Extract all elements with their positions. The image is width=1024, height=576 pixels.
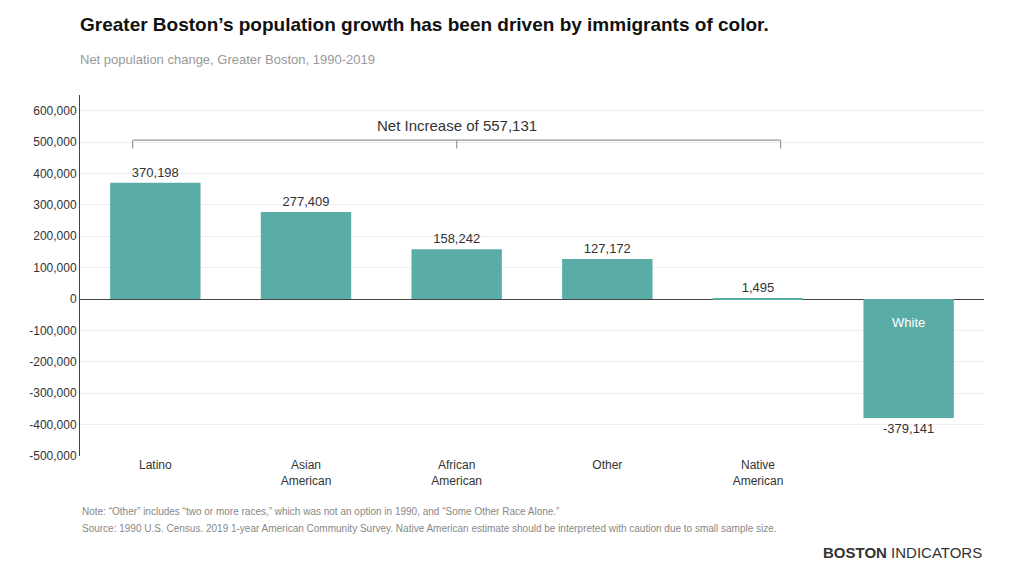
svg-text:Net Increase of 557,131: Net Increase of 557,131 xyxy=(377,117,537,134)
svg-text:500,000: 500,000 xyxy=(33,135,77,149)
svg-text:-200,000: -200,000 xyxy=(29,355,77,369)
svg-text:Latino: Latino xyxy=(139,458,172,472)
svg-text:AsianAmerican: AsianAmerican xyxy=(281,458,332,488)
svg-text:Net population change, Greater: Net population change, Greater Boston, 1… xyxy=(80,52,375,67)
svg-text:Greater Boston’s population gr: Greater Boston’s population growth has b… xyxy=(80,14,769,35)
svg-text:100,000: 100,000 xyxy=(33,261,77,275)
svg-text:-400,000: -400,000 xyxy=(29,418,77,432)
svg-text:200,000: 200,000 xyxy=(33,229,77,243)
svg-text:370,198: 370,198 xyxy=(132,165,179,180)
svg-text:Note: “Other” includes “two or: Note: “Other” includes “two or more race… xyxy=(82,506,559,517)
svg-text:-500,000: -500,000 xyxy=(29,449,77,463)
svg-text:-379,141: -379,141 xyxy=(883,421,934,436)
svg-text:600,000: 600,000 xyxy=(33,104,77,118)
svg-text:BOSTON INDICATORS: BOSTON INDICATORS xyxy=(823,544,982,561)
svg-text:400,000: 400,000 xyxy=(33,167,77,181)
svg-text:300,000: 300,000 xyxy=(33,198,77,212)
svg-text:1,495: 1,495 xyxy=(742,280,775,295)
svg-text:NativeAmerican: NativeAmerican xyxy=(733,458,784,488)
svg-text:0: 0 xyxy=(70,292,77,306)
svg-text:Source: 1990 U.S. Census. 2019: Source: 1990 U.S. Census. 2019 1-year Am… xyxy=(82,523,777,534)
svg-text:127,172: 127,172 xyxy=(584,241,631,256)
svg-text:-100,000: -100,000 xyxy=(29,324,77,338)
svg-text:277,409: 277,409 xyxy=(283,194,330,209)
svg-text:AfricanAmerican: AfricanAmerican xyxy=(431,458,482,488)
svg-text:White: White xyxy=(892,315,925,330)
svg-text:158,242: 158,242 xyxy=(433,231,480,246)
svg-text:-300,000: -300,000 xyxy=(29,386,77,400)
svg-text:Other: Other xyxy=(592,458,622,472)
